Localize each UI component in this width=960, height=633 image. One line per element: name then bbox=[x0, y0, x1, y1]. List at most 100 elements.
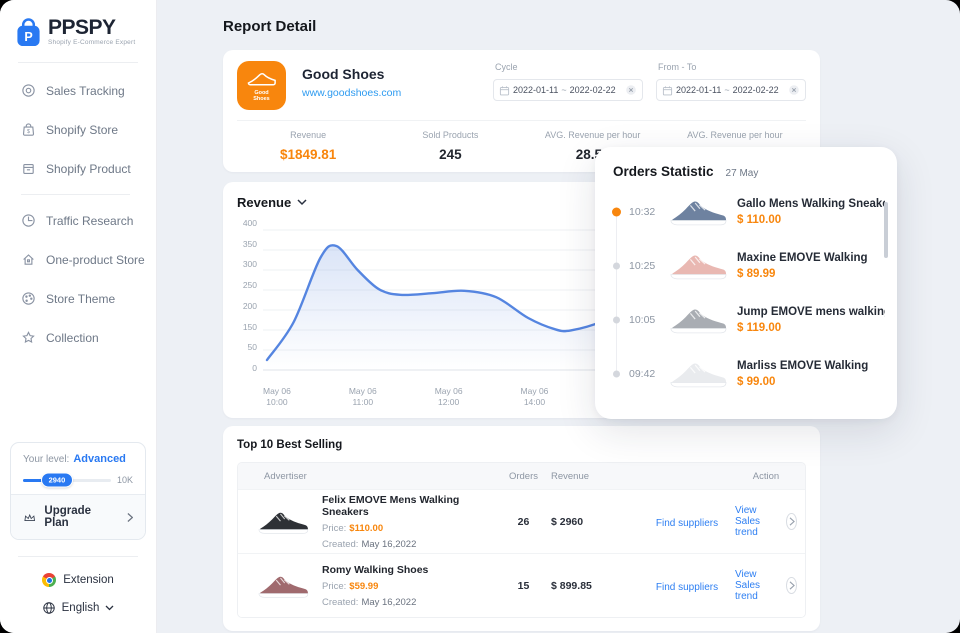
orders-scrollbar[interactable] bbox=[884, 202, 888, 258]
from-to-date-range-picker[interactable]: 2022-01-11 ~ 2022-02-22 bbox=[656, 79, 806, 101]
order-product-name: Maxine EMOVE Walking bbox=[737, 252, 868, 264]
product-name: Romy Walking Shoes bbox=[322, 563, 429, 576]
sidebar-item-label: Sales Tracking bbox=[46, 83, 125, 98]
level-value: Advanced bbox=[73, 453, 126, 465]
logo-bag-icon: P bbox=[17, 18, 40, 47]
revenue-metric-dropdown[interactable]: Revenue bbox=[237, 195, 806, 210]
view-sales-trend-link[interactable]: View Sales trend bbox=[735, 569, 761, 602]
clear-icon[interactable] bbox=[625, 84, 637, 96]
sidebar-item-label: Store Theme bbox=[46, 291, 116, 306]
svg-text:P: P bbox=[24, 30, 32, 44]
chevron-right-icon bbox=[789, 581, 795, 590]
cycle-date-block: Cycle 2022-01-11 ~ 2022-02-22 bbox=[493, 61, 643, 101]
chart-y-axis: 400 350 300 250 200 150 50 0 bbox=[242, 218, 257, 373]
stat-revenue: Revenue $1849.81 bbox=[237, 130, 379, 162]
column-revenue: Revenue bbox=[551, 470, 590, 482]
app-name: PPSPY bbox=[48, 16, 116, 39]
store-url-link[interactable]: www.goodshoes.com bbox=[302, 87, 402, 99]
price-label: Price: bbox=[322, 580, 347, 592]
menu-group-divider bbox=[21, 194, 130, 195]
page-title: Report Detail bbox=[223, 18, 317, 35]
row-expand-button[interactable] bbox=[786, 577, 797, 594]
product-image bbox=[667, 301, 729, 339]
product-image bbox=[256, 505, 310, 539]
sidebar-item-label: Traffic Research bbox=[46, 213, 134, 228]
clear-icon[interactable] bbox=[788, 84, 800, 96]
product-box-icon bbox=[23, 163, 34, 174]
palette-icon bbox=[22, 292, 35, 305]
sidebar-divider bbox=[18, 62, 138, 63]
level-progress-bar: 2940 bbox=[23, 472, 111, 488]
order-item[interactable]: 10:25 Maxine EMOVE Walking $ 89.99 bbox=[613, 239, 885, 293]
order-time: 09:42 bbox=[629, 368, 656, 380]
date-separator: ~ bbox=[561, 85, 567, 95]
orders-count: 26 bbox=[517, 515, 530, 528]
stat-label: Sold Products bbox=[422, 130, 479, 140]
stat-label: AVG. Revenue per hour bbox=[544, 130, 641, 140]
sidebar-item-collection[interactable]: Collection bbox=[21, 318, 156, 357]
order-item[interactable]: 10:05 Jump EMOVE mens walking s... $ 119… bbox=[613, 293, 885, 347]
created-date: May 16,2022 bbox=[361, 596, 417, 608]
date-separator: ~ bbox=[724, 85, 730, 95]
language-label: English bbox=[61, 602, 100, 614]
upgrade-plan-button[interactable]: Upgrade Plan bbox=[11, 494, 145, 539]
price-label: Price: bbox=[322, 522, 347, 534]
order-price: $ 119.00 bbox=[737, 322, 782, 334]
sidebar-item-label: One-product Store bbox=[46, 252, 145, 267]
crown-icon bbox=[24, 513, 36, 521]
app-tagline: Shopify E-Commerce Expert bbox=[48, 39, 136, 46]
sidebar-menu: Sales Tracking $ Shopify Store Shopify P… bbox=[0, 63, 156, 357]
level-progress-badge: 2940 bbox=[40, 472, 74, 488]
revenue-value: $ 899.85 bbox=[551, 579, 592, 592]
cycle-date-range-picker[interactable]: 2022-01-11 ~ 2022-02-22 bbox=[493, 79, 643, 101]
product-image bbox=[667, 247, 729, 285]
sidebar-item-one-product-store[interactable]: One-product Store bbox=[21, 240, 156, 279]
language-selector[interactable]: English bbox=[0, 601, 156, 615]
store-logo-text: Shoes bbox=[253, 96, 270, 102]
column-action: Action bbox=[752, 470, 780, 482]
level-progress-fill bbox=[23, 478, 57, 482]
stat-value: $1849.81 bbox=[279, 147, 337, 162]
order-time: 10:32 bbox=[629, 206, 656, 218]
created-date: May 16,2022 bbox=[361, 538, 417, 550]
order-item[interactable]: 09:42 Marliss EMOVE Walking $ 99.00 bbox=[613, 347, 885, 401]
app-logo: P PPSPY Shopify E-Commerce Expert bbox=[0, 0, 156, 49]
order-time: 10:25 bbox=[629, 260, 656, 272]
order-price: $ 110.00 bbox=[737, 214, 782, 226]
order-item[interactable]: 10:32 Gallo Mens Walking Sneakers... $ 1… bbox=[612, 185, 885, 239]
calendar-icon bbox=[662, 85, 673, 95]
main-content: Report Detail Good Shoes Good Shoes www.… bbox=[157, 0, 960, 633]
from-date: 2022-01-11 bbox=[676, 85, 722, 95]
column-advertiser: Advertiser bbox=[264, 470, 307, 482]
sidebar-item-store-theme[interactable]: Store Theme bbox=[21, 279, 156, 318]
extension-button[interactable]: Extension bbox=[0, 573, 156, 587]
row-expand-button[interactable] bbox=[786, 513, 797, 530]
stat-sold-products: Sold Products 245 bbox=[379, 130, 521, 162]
chart-title: Revenue bbox=[237, 195, 292, 210]
to-date: 2022-02-22 bbox=[732, 85, 779, 95]
product-name: Felix EMOVE Mens Walking Sneakers bbox=[322, 493, 460, 518]
chrome-icon bbox=[42, 573, 57, 587]
cycle-start-date: 2022-01-11 bbox=[513, 85, 559, 95]
table-row: Romy Walking Shoes Price: $59.99 Created:… bbox=[238, 553, 805, 617]
sidebar-item-shopify-store[interactable]: $ Shopify Store bbox=[21, 110, 156, 149]
orders-count: 15 bbox=[517, 579, 530, 592]
sidebar-item-shopify-product[interactable]: Shopify Product bbox=[21, 149, 156, 188]
revenue-value: $ 2960 bbox=[551, 515, 584, 528]
find-suppliers-link[interactable]: Find suppliers bbox=[655, 517, 719, 529]
view-sales-trend-link[interactable]: View Sales trend bbox=[735, 505, 761, 538]
store-logo: Good Shoes bbox=[237, 61, 286, 110]
best-selling-card: Top 10 Best Selling Advertiser Orders Re… bbox=[223, 426, 820, 631]
order-price: $ 99.00 bbox=[737, 376, 776, 388]
sidebar-item-traffic-research[interactable]: Traffic Research bbox=[21, 201, 156, 240]
sidebar-item-label: Collection bbox=[46, 330, 99, 345]
extension-label: Extension bbox=[63, 574, 114, 586]
sidebar-bottom-divider bbox=[18, 556, 138, 557]
product-image bbox=[667, 193, 729, 231]
svg-text:$: $ bbox=[27, 129, 30, 135]
product-price: $59.99 bbox=[349, 580, 379, 592]
store-card: Good Shoes Good Shoes www.goodshoes.com … bbox=[223, 50, 820, 172]
sidebar-item-sales-tracking[interactable]: Sales Tracking bbox=[21, 71, 156, 110]
find-suppliers-link[interactable]: Find suppliers bbox=[655, 581, 719, 593]
